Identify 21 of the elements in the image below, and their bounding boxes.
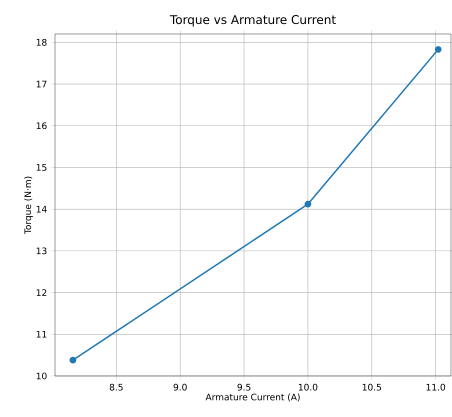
x-tick-label: 8.5 xyxy=(110,384,123,391)
y-tick-label: 11 xyxy=(36,331,46,338)
x-tick-label: 10.5 xyxy=(362,384,382,391)
x-tick-label: 10.0 xyxy=(298,384,318,391)
point xyxy=(70,356,76,364)
y-tick-label: 18 xyxy=(36,38,47,46)
x-tick-label: 9.0 xyxy=(174,384,187,391)
y-tick-label: 10 xyxy=(36,372,47,380)
x-tick-label: 11.0 xyxy=(426,384,446,391)
x-tick-label: 9.5 xyxy=(237,384,250,391)
y-tick-label: 13 xyxy=(36,247,46,254)
y-tick-label: 14 xyxy=(36,206,47,212)
y-tick-label: 15 xyxy=(36,164,46,171)
y-axis-title: Torque (N·m) xyxy=(24,176,33,234)
y-tick-label: 12 xyxy=(36,289,46,296)
point xyxy=(434,46,442,53)
y-tick-label: 16 xyxy=(36,122,47,130)
chart-title: Torque vs Armature Current xyxy=(170,15,336,26)
x-axis-title: Armature Current (A) xyxy=(206,393,300,402)
y-tick-label: 17 xyxy=(36,80,46,88)
point xyxy=(304,200,312,208)
